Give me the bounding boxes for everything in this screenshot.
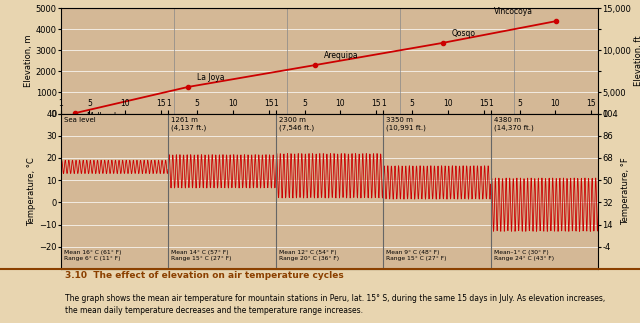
Text: 3350 m
(10,991 ft.): 3350 m (10,991 ft.) xyxy=(386,117,426,131)
Text: Day of month, July: Day of month, July xyxy=(288,122,371,131)
Text: Sea level: Sea level xyxy=(63,117,95,123)
Text: Qosqo: Qosqo xyxy=(451,29,476,37)
Text: Mean 9° C (48° F)
Range 15° C (27° F): Mean 9° C (48° F) Range 15° C (27° F) xyxy=(386,250,447,261)
Text: 1261 m
(4,137 ft.): 1261 m (4,137 ft.) xyxy=(171,117,207,131)
Y-axis label: Elevation, ft: Elevation, ft xyxy=(634,36,640,86)
Text: 3.10  The effect of elevation on air temperature cycles: 3.10 The effect of elevation on air temp… xyxy=(65,271,344,280)
Text: La Joya: La Joya xyxy=(196,73,224,82)
Y-axis label: Elevation, m: Elevation, m xyxy=(24,35,33,87)
Text: Mollendo: Mollendo xyxy=(86,111,121,120)
Y-axis label: Temperature, °C: Temperature, °C xyxy=(28,157,36,226)
Text: Mean 14° C (57° F)
Range 15° C (27° F): Mean 14° C (57° F) Range 15° C (27° F) xyxy=(171,250,232,261)
Text: Mean 16° C (61° F)
Range 6° C (11° F): Mean 16° C (61° F) Range 6° C (11° F) xyxy=(63,250,121,261)
Text: Mean–1° C (30° F)
Range 24° C (43° F): Mean–1° C (30° F) Range 24° C (43° F) xyxy=(493,250,554,261)
Text: Arequipa: Arequipa xyxy=(324,51,358,60)
Y-axis label: Temperature, °F: Temperature, °F xyxy=(621,158,630,225)
Text: Mean 12° C (54° F)
Range 20° C (36° F): Mean 12° C (54° F) Range 20° C (36° F) xyxy=(278,250,339,261)
Text: 2300 m
(7,546 ft.): 2300 m (7,546 ft.) xyxy=(278,117,314,131)
Text: 4380 m
(14,370 ft.): 4380 m (14,370 ft.) xyxy=(493,117,534,131)
Text: The graph shows the mean air temperature for mountain stations in Peru, lat. 15°: The graph shows the mean air temperature… xyxy=(65,294,605,315)
Text: Vincocoya: Vincocoya xyxy=(493,7,532,16)
